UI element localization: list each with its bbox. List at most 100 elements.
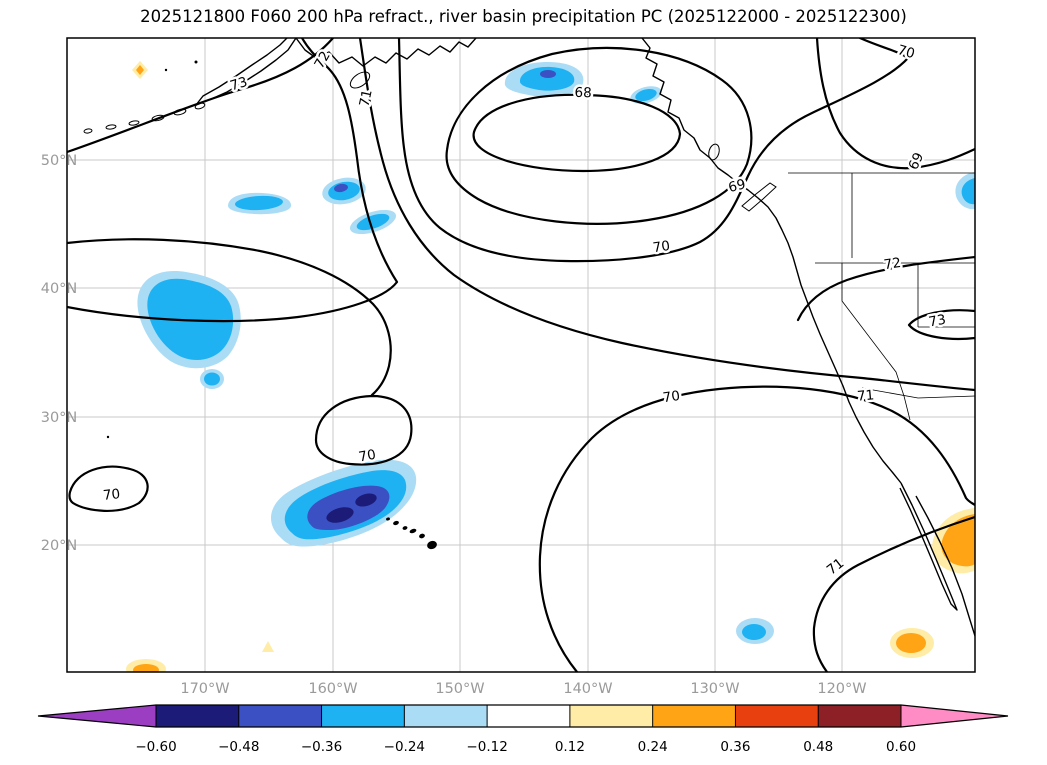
shade-blob <box>519 66 575 91</box>
colorbar-under-arrow <box>38 705 156 727</box>
contour-73-northwest <box>67 38 335 154</box>
kodiak-island <box>349 71 371 89</box>
colorbar-segment <box>818 705 901 727</box>
coastline-layer <box>83 38 975 637</box>
shade-blob <box>355 493 377 507</box>
contour-71-southeast <box>812 515 975 672</box>
x-axis-tick-label: 140°W <box>563 681 612 697</box>
shade-blob <box>235 195 283 211</box>
small-island <box>164 68 168 72</box>
shading-layer <box>126 61 975 672</box>
shade-blob <box>334 183 348 193</box>
contour-label: 72 <box>311 49 333 72</box>
contour-69-coastal <box>815 38 975 170</box>
shade-blob <box>635 88 657 102</box>
y-axis-tick-label: 50°N <box>41 153 78 169</box>
us-mexico-border <box>861 387 975 399</box>
coastline-alaska-south <box>295 38 477 67</box>
aleutian-island <box>105 124 117 130</box>
x-axis-tick-label: 130°W <box>690 681 739 697</box>
shade-blob <box>961 178 975 205</box>
colorbar-tick-label: −0.12 <box>466 739 507 755</box>
shade-blob <box>742 624 766 640</box>
colorbar-segment <box>487 705 570 727</box>
colorbar-segment <box>156 705 239 727</box>
vancouver-island <box>741 182 777 212</box>
contour-label: 71 <box>356 88 375 108</box>
contour-label: 69 <box>727 176 748 196</box>
shade-blob <box>356 213 390 231</box>
shade-blob <box>896 633 926 653</box>
shade-blob <box>133 664 159 672</box>
atoll-dot <box>106 435 110 439</box>
contour-label: 70 <box>652 238 671 256</box>
colorbar-tick-label: −0.36 <box>301 739 342 755</box>
contour-label: 70 <box>662 388 681 406</box>
coastline-baja <box>899 482 958 611</box>
coastline-alaska-peninsula <box>195 38 297 106</box>
contour-72-coastal <box>796 255 975 322</box>
colorbar-tick-label: 0.24 <box>638 739 668 755</box>
colorbar-segment <box>404 705 488 727</box>
colorbar-segment <box>569 705 653 727</box>
coastline-mexico-mainland <box>915 495 975 637</box>
colorbar-tick-label: 0.60 <box>886 739 916 755</box>
shade-blob <box>326 507 354 523</box>
hawaii-island <box>409 528 417 534</box>
colorbar-tick-label: 0.12 <box>555 739 585 755</box>
haida-gwaii <box>708 143 720 161</box>
contour-69-closed-low <box>445 46 753 225</box>
colorbar-tick-label: 0.36 <box>720 739 750 755</box>
shade-blob <box>262 641 274 652</box>
colorbar-tick-label: 0.48 <box>803 739 833 755</box>
colorbar: −0.60 −0.48 −0.36 −0.24 −0.12 0.12 0.24 0.36 0.4… <box>37 704 1009 755</box>
colorbar-over-arrow <box>901 705 1008 727</box>
pribilof-island <box>194 60 198 64</box>
y-axis-tick-label: 30°N <box>41 410 78 426</box>
contour-73-coastal <box>907 309 975 341</box>
contour-label: 71 <box>856 387 875 404</box>
plot-frame <box>66 37 976 673</box>
contour-label: 73 <box>927 312 947 331</box>
contour-label: 73 <box>228 74 249 94</box>
contour-label: 68 <box>574 85 592 102</box>
x-axis-tick-label: 170°W <box>180 681 229 697</box>
coastline-north-america-west <box>641 38 902 484</box>
contour-70-around-low <box>397 38 910 263</box>
y-axis-tick-label: 20°N <box>41 538 78 554</box>
contour-70-small-southwest <box>68 465 149 513</box>
state-border <box>841 263 911 421</box>
contour-label: 72 <box>883 255 902 273</box>
contour-70-west <box>67 238 392 397</box>
contour-71-long <box>358 38 975 392</box>
plot-title: 2025121800 F060 200 hPa refract., river … <box>140 7 907 26</box>
x-axis-tick-label: 150°W <box>435 681 484 697</box>
contour-label: 70 <box>357 447 377 466</box>
colorbar-segment <box>321 705 405 727</box>
aleutian-island <box>83 128 93 134</box>
shade-blob <box>540 70 556 78</box>
hawaii-island <box>386 517 390 521</box>
colorbar-tick-label: −0.60 <box>135 739 176 755</box>
hawaii-island <box>393 520 399 526</box>
contour-70-hawaii-closed <box>314 394 413 466</box>
contour-label: 70 <box>102 486 121 504</box>
colorbar-outline <box>37 704 1009 728</box>
shade-blob <box>941 514 975 567</box>
axis-tick-labels: 170°W 160°W 150°W 140°W 130°W 120°W 50°N 40°N 30… <box>41 153 867 697</box>
colorbar-segment <box>652 705 736 727</box>
colorbar-segment <box>735 705 819 727</box>
hawaii-big-island <box>427 540 437 550</box>
x-axis-tick-label: 120°W <box>817 681 866 697</box>
hawaii-island <box>402 526 408 530</box>
contour-label: 70 <box>896 42 917 62</box>
contour-layer <box>67 38 975 672</box>
shade-blob <box>204 372 220 386</box>
contour-72-northwest <box>67 38 399 323</box>
contour-70-subtropical <box>538 385 975 672</box>
colorbar-segment <box>238 705 322 727</box>
aleutian-island <box>128 120 140 126</box>
